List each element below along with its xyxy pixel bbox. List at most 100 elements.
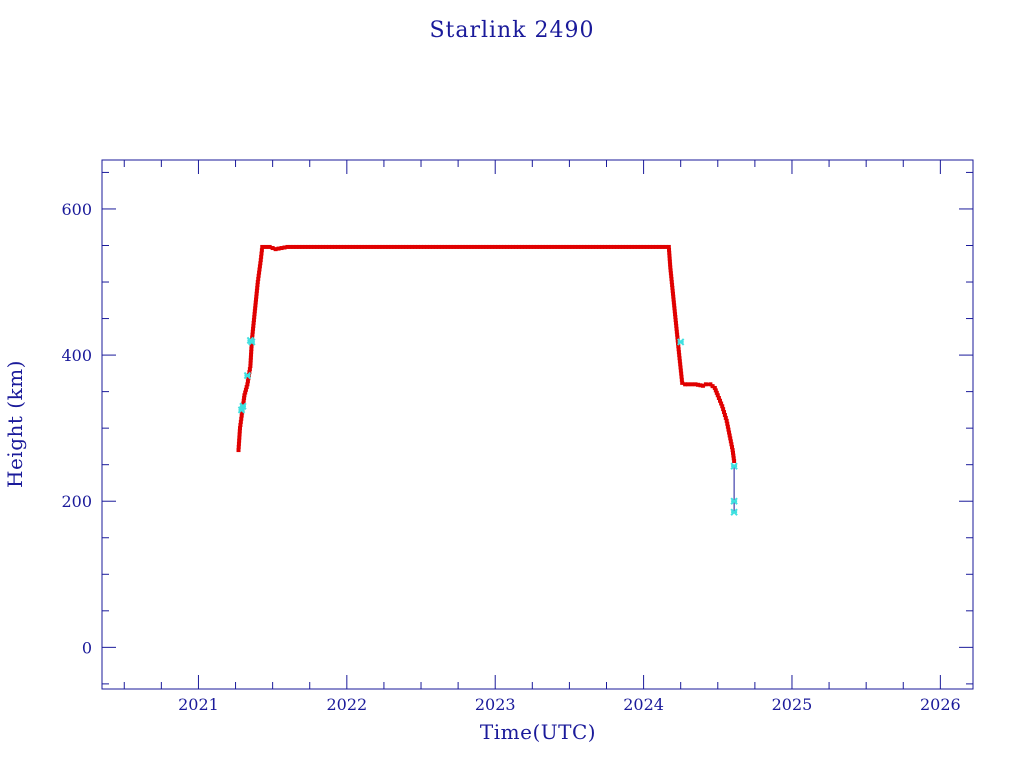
highlight-point [676,338,685,346]
data-point [549,244,554,249]
highlight-point [730,508,738,516]
data-point [451,244,456,249]
data-point [667,247,672,252]
data-point [466,244,471,249]
data-point [300,244,305,249]
data-point [605,244,610,249]
data-point [252,312,257,317]
data-point [254,288,259,293]
x-tick-label: 2021 [178,695,219,714]
data-point [594,244,599,249]
data-point [678,365,683,370]
data-point [672,303,677,308]
data-point [410,244,415,249]
data-point [249,352,254,357]
data-point [676,347,681,352]
data-point [671,300,676,305]
data-point [258,261,263,266]
data-point [522,244,527,249]
data-point [401,244,406,249]
data-point [668,262,673,267]
data-point [250,329,255,334]
y-tick-label: 200 [61,492,92,511]
series-layer [236,244,737,464]
data-point [722,413,727,418]
data-point [448,244,453,249]
data-point [416,244,421,249]
data-point [252,309,257,314]
x-tick-label: 2026 [920,695,961,714]
data-point [421,244,426,249]
data-point [675,332,680,337]
data-point [729,442,734,447]
data-point [251,326,256,331]
data-point [445,244,450,249]
data-point [490,244,495,249]
highlight-point [730,497,738,505]
data-point [608,244,613,249]
data-point [294,244,299,249]
data-point [424,244,429,249]
data-point [668,268,673,273]
data-point [727,430,732,435]
data-point [641,244,646,249]
data-point [673,320,678,325]
data-point [546,244,551,249]
data-point [244,385,249,390]
data-point [723,415,728,420]
data-point [259,254,264,259]
data-point [663,244,668,249]
data-point [288,244,293,249]
data-point [321,244,326,249]
data-point [674,329,679,334]
data-point [493,244,498,249]
data-point [617,244,622,249]
data-point [725,421,730,426]
data-point [257,264,262,269]
data-point [419,244,424,249]
highlight-layer [237,336,738,516]
data-point [543,244,548,249]
data-point [255,285,260,290]
data-point [511,244,516,249]
y-tick-label: 600 [61,200,92,219]
data-point [732,459,737,464]
data-point [525,244,530,249]
x-tick-label: 2022 [326,695,367,714]
data-point [673,318,678,323]
data-point [377,244,382,249]
data-point [273,247,278,252]
data-point [721,407,726,412]
data-point [238,419,243,424]
data-point [719,401,724,406]
data-point [667,250,672,255]
data-point [460,244,465,249]
data-point [683,382,688,387]
data-point [668,271,673,276]
data-point [365,244,370,249]
data-point [251,323,256,328]
data-point [263,244,268,249]
data-point [671,297,676,302]
data-point [713,388,718,393]
data-point [635,244,640,249]
y-axis-title: Height (km) [3,360,27,488]
data-point [398,244,403,249]
data-point [667,253,672,258]
data-point [668,265,673,270]
data-point [730,450,735,455]
data-point [475,244,480,249]
data-point [651,244,656,249]
data-point [253,300,258,305]
plot-frame [101,159,974,690]
data-point [380,244,385,249]
data-point [407,244,412,249]
data-point [570,244,575,249]
data-point [243,387,248,392]
data-point [254,291,259,296]
data-point [674,326,679,331]
data-point [315,244,320,249]
data-point [502,244,507,249]
data-point [237,432,242,437]
